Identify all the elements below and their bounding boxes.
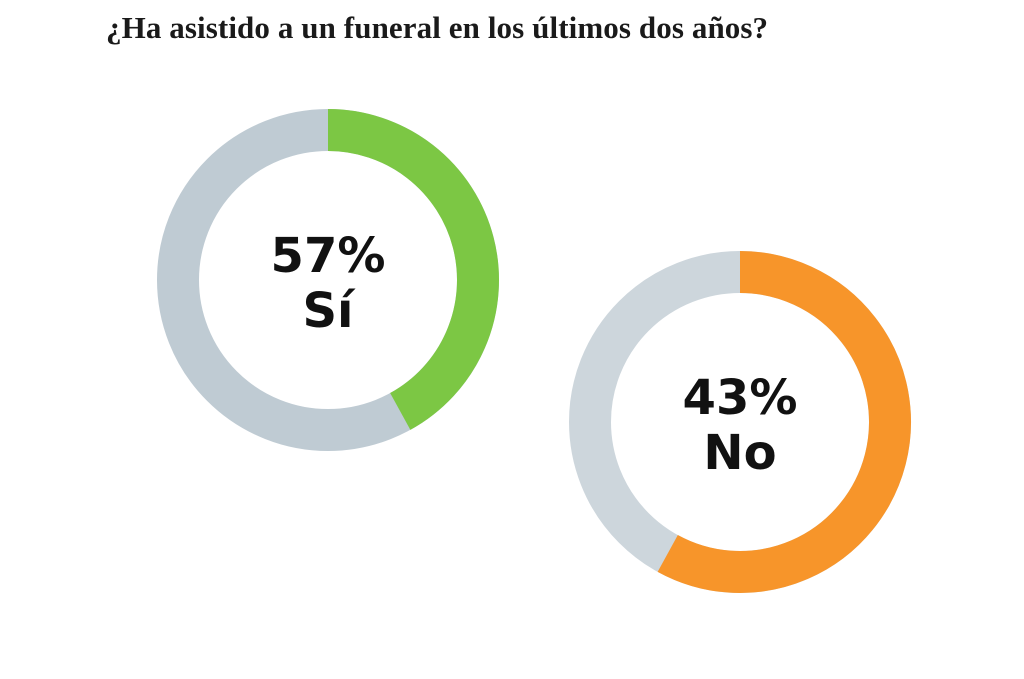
- donut-si-value: 57%: [271, 228, 386, 284]
- donut-si-category: Sí: [302, 283, 356, 339]
- donut-no: 43% No: [569, 251, 911, 593]
- donut-no-value: 43%: [683, 370, 798, 426]
- donut-no-category: No: [703, 425, 776, 481]
- donut-si: 57% Sí: [157, 109, 499, 451]
- donut-si-arc: [327, 109, 499, 430]
- donut-no-arc: [657, 251, 911, 593]
- chart-title: ¿Ha asistido a un funeral en los últimos…: [106, 10, 769, 45]
